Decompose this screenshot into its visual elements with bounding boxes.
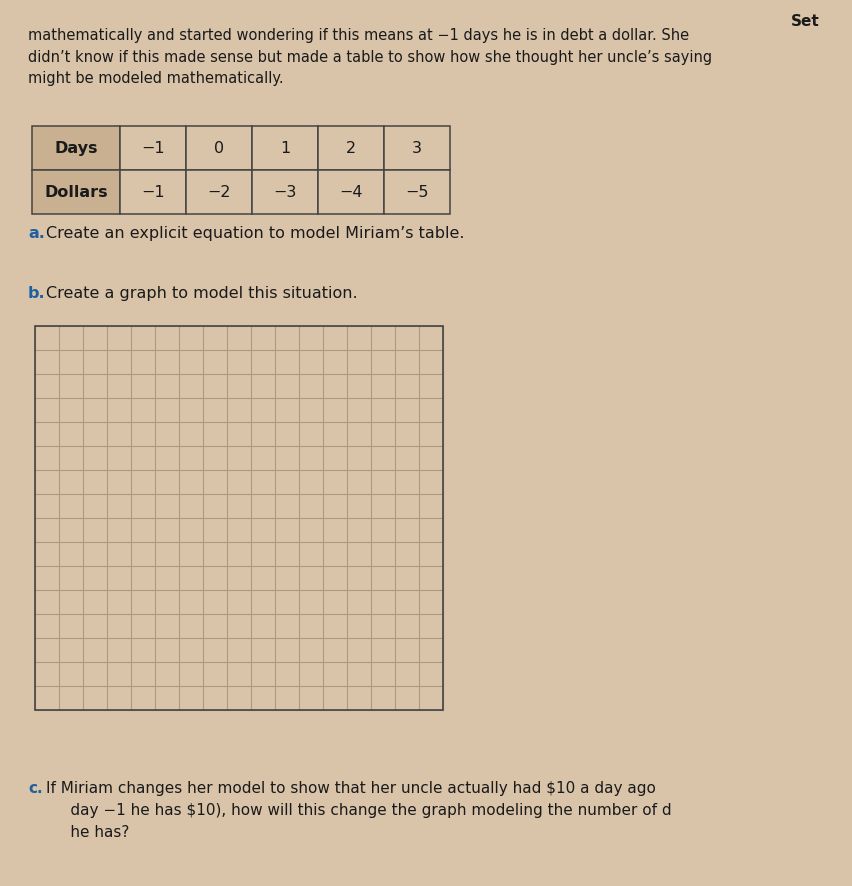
Bar: [252, 126, 318, 170]
Text: 1: 1: [279, 141, 291, 156]
Bar: [252, 170, 318, 214]
Text: −5: −5: [406, 184, 429, 199]
Text: −2: −2: [207, 184, 231, 199]
Text: c.: c.: [28, 781, 43, 796]
Bar: [32, 126, 120, 170]
Bar: [318, 126, 384, 170]
Bar: [384, 126, 450, 170]
Text: a.: a.: [28, 226, 45, 241]
Text: Create an explicit equation to model Miriam’s table.: Create an explicit equation to model Mir…: [46, 226, 464, 241]
Bar: [35, 326, 443, 710]
Bar: [32, 170, 120, 214]
Text: Days: Days: [55, 141, 98, 156]
Text: Set: Set: [792, 14, 820, 29]
Text: b.: b.: [28, 286, 46, 301]
Bar: [120, 170, 186, 214]
Bar: [186, 126, 252, 170]
Text: −4: −4: [339, 184, 363, 199]
Text: −1: −1: [141, 141, 164, 156]
Text: −1: −1: [141, 184, 164, 199]
Bar: [186, 170, 252, 214]
Text: 2: 2: [346, 141, 356, 156]
Bar: [384, 170, 450, 214]
Text: 0: 0: [214, 141, 224, 156]
Text: If Miriam changes her model to show that her uncle actually had $10 a day ago
  : If Miriam changes her model to show that…: [46, 781, 671, 841]
Text: −3: −3: [273, 184, 296, 199]
Text: 3: 3: [412, 141, 422, 156]
Bar: [35, 326, 443, 710]
Bar: [318, 170, 384, 214]
Text: Dollars: Dollars: [44, 184, 108, 199]
Bar: [120, 126, 186, 170]
Text: Create a graph to model this situation.: Create a graph to model this situation.: [46, 286, 358, 301]
Text: mathematically and started wondering if this means at −1 days he is in debt a do: mathematically and started wondering if …: [28, 28, 712, 86]
